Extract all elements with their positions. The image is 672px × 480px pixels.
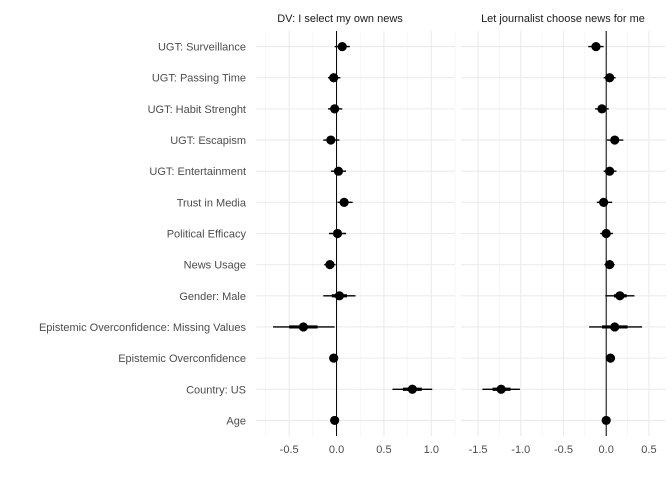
point-country-us: [407, 384, 417, 394]
point-ugt-surveillance: [591, 41, 601, 52]
point-news-usage: [605, 260, 615, 270]
estimates: [482, 41, 643, 426]
point-ugt-passing-time: [329, 73, 339, 83]
y-label-news-usage: News Usage: [184, 260, 246, 272]
point-epistemic-overconfidence-missing-values: [298, 322, 308, 332]
point-political-efficacy: [332, 228, 343, 239]
estimates: [273, 41, 433, 426]
y-label-epistemic-overconfidence-missing-values: Epistemic Overconfidence: Missing Values: [39, 322, 247, 334]
point-age: [601, 415, 611, 426]
y-label-ugt-habit-strenght: UGT: Habit Strenght: [148, 104, 246, 116]
y-label-political-efficacy: Political Efficacy: [167, 229, 247, 241]
point-ugt-escapism: [610, 135, 620, 145]
y-label-epistemic-overconfidence: Epistemic Overconfidence: [118, 353, 246, 365]
point-political-efficacy: [601, 228, 611, 239]
panel-own-news: DV: I select my own news -0.5 0.0 0.5 1.0: [256, 13, 456, 456]
panel-journalist-choose: Let journalist choose news for me -1.5 -1…: [461, 13, 666, 456]
point-age: [330, 415, 340, 426]
point-country-us: [496, 384, 506, 394]
x-tick-label: 0.5: [376, 444, 391, 456]
point-news-usage: [325, 260, 335, 270]
y-label-gender-male: Gender: Male: [179, 291, 246, 303]
y-label-country-us: Country: US: [186, 384, 246, 396]
y-label-ugt-entertainment: UGT: Entertainment: [149, 166, 246, 178]
point-ugt-entertainment: [605, 166, 615, 176]
point-ugt-habit-strenght: [597, 104, 607, 114]
y-label-ugt-surveillance: UGT: Surveillance: [158, 42, 246, 54]
point-epistemic-overconfidence: [329, 353, 339, 363]
point-ugt-entertainment: [333, 166, 344, 176]
y-label-ugt-escapism: UGT: Escapism: [170, 135, 246, 147]
panel-title-journalist-choose: Let journalist choose news for me: [481, 13, 645, 25]
point-ugt-escapism: [326, 135, 336, 145]
point-gender-male: [334, 291, 344, 301]
grid: [461, 31, 666, 436]
x-tick-label: -0.5: [554, 444, 573, 456]
point-trust-in-media: [339, 197, 349, 207]
point-epistemic-overconfidence: [605, 353, 616, 363]
point-epistemic-overconfidence-missing-values: [610, 322, 620, 332]
x-tick-label: -1.0: [511, 444, 530, 456]
y-label-age: Age: [226, 415, 246, 427]
point-trust-in-media: [599, 197, 609, 207]
x-tick-label: 0.5: [641, 444, 656, 456]
grid: [256, 31, 456, 436]
point-ugt-passing-time: [605, 73, 615, 83]
x-tick-label: 0.0: [329, 444, 344, 456]
x-tick-label: 0.0: [599, 444, 614, 456]
x-tick-label: -1.5: [469, 444, 488, 456]
point-gender-male: [615, 291, 625, 301]
y-axis-labels: UGT: Surveillance UGT: Passing Time UGT: H…: [39, 42, 247, 428]
panel-title-own-news: DV: I select my own news: [277, 13, 403, 25]
point-ugt-surveillance: [337, 41, 347, 52]
y-label-trust-in-media: Trust in Media: [177, 197, 247, 209]
x-tick-label: 1.0: [424, 444, 439, 456]
x-tick-label: -0.5: [280, 444, 299, 456]
y-label-ugt-passing-time: UGT: Passing Time: [152, 73, 246, 85]
point-ugt-habit-strenght: [330, 104, 340, 114]
